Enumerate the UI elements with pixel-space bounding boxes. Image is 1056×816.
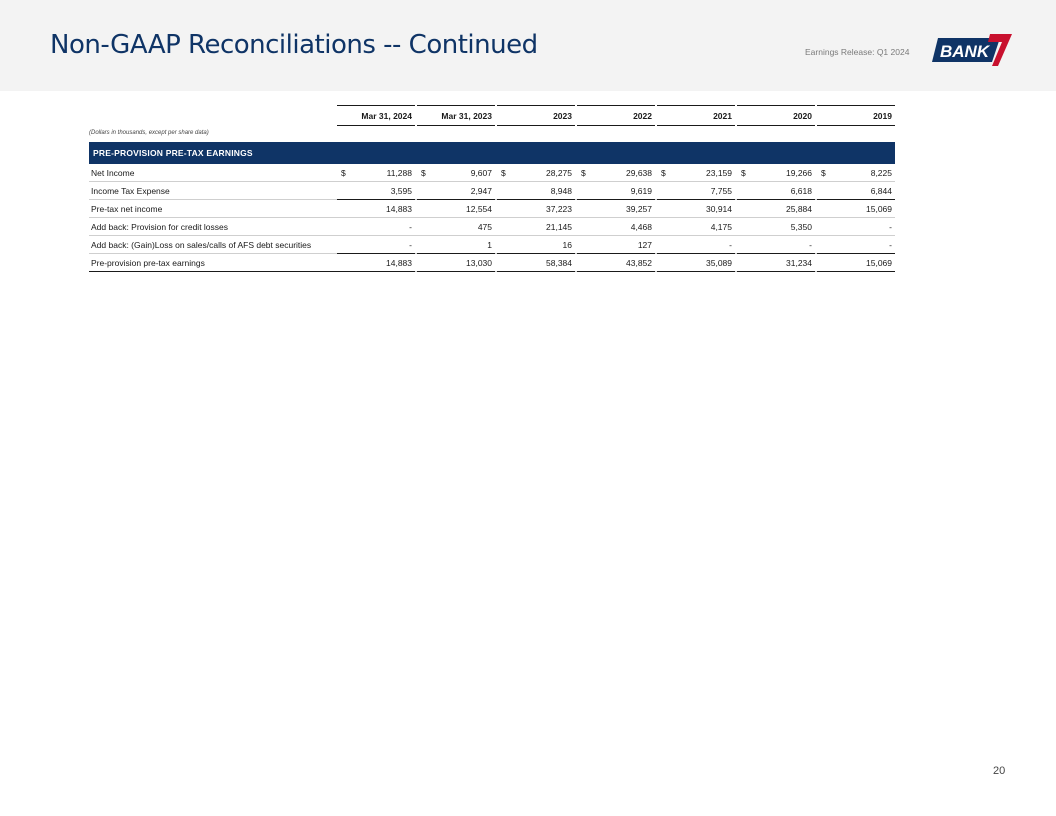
column-header: 2021 (657, 105, 735, 126)
table-cell: 4,175 (657, 218, 735, 236)
table-cell: 30,914 (657, 200, 735, 218)
table-row: Add back: (Gain)Loss on sales/calls of A… (89, 236, 895, 254)
table-cell: 5,350 (737, 218, 815, 236)
table-cell: - (337, 236, 415, 254)
table-cell: 4,468 (577, 218, 655, 236)
table-cell: 7,755 (657, 182, 735, 200)
table-cell: 6,618 (737, 182, 815, 200)
row-label: Net Income (89, 164, 337, 182)
slide-header: Non-GAAP Reconciliations -- Continued Ea… (0, 0, 1056, 91)
logo-mark: 7 (991, 43, 992, 45)
table-cell: 58,384 (497, 254, 575, 272)
table-cell: 31,234 (737, 254, 815, 272)
table-cell: 21,145 (497, 218, 575, 236)
table-row: Net Income $11,288 $9,607 $28,275 $29,63… (89, 164, 895, 182)
currency-symbol: $ (661, 167, 666, 178)
column-header: 2023 (497, 105, 575, 126)
table-cell: 9,619 (577, 182, 655, 200)
row-label: Add back: (Gain)Loss on sales/calls of A… (89, 236, 337, 254)
table-cell: $28,275 (497, 164, 575, 182)
table-cell: 1 (417, 236, 495, 254)
units-note-row: (Dollars in thousands, except per share … (89, 126, 895, 142)
table-cell: 6,844 (817, 182, 895, 200)
release-label: Earnings Release: Q1 2024 (805, 47, 910, 57)
table-row-total: Pre-provision pre-tax earnings 14,883 13… (89, 254, 895, 272)
section-title: PRE-PROVISION PRE-TAX EARNINGS (89, 142, 895, 164)
table-cell: $29,638 (577, 164, 655, 182)
table-cell: 35,089 (657, 254, 735, 272)
table-cell: 12,554 (417, 200, 495, 218)
table-cell: 3,595 (337, 182, 415, 200)
table-cell: $19,266 (737, 164, 815, 182)
table-cell: - (657, 236, 735, 254)
currency-symbol: $ (501, 167, 506, 178)
table-cell: 25,884 (737, 200, 815, 218)
table-cell: 127 (577, 236, 655, 254)
table-row: Add back: Provision for credit losses - … (89, 218, 895, 236)
page-number: 20 (993, 765, 1006, 777)
row-label: Pre-tax net income (89, 200, 337, 218)
currency-symbol: $ (581, 167, 586, 178)
row-label: Pre-provision pre-tax earnings (89, 254, 337, 272)
table-cell: - (817, 218, 895, 236)
currency-symbol: $ (741, 167, 746, 178)
table-cell: 13,030 (417, 254, 495, 272)
units-note: (Dollars in thousands, except per share … (89, 130, 209, 136)
bank7-logo: BANK 7 (932, 34, 1012, 66)
table-cell: - (337, 218, 415, 236)
table-cell: - (737, 236, 815, 254)
column-header: Mar 31, 2024 (337, 105, 415, 126)
header-blank-cell (89, 105, 337, 126)
section-header-row: PRE-PROVISION PRE-TAX EARNINGS (89, 142, 895, 164)
table-cell: 37,223 (497, 200, 575, 218)
table-cell: 39,257 (577, 200, 655, 218)
table-cell: 15,069 (817, 254, 895, 272)
row-label: Add back: Provision for credit losses (89, 218, 337, 236)
column-header: 2019 (817, 105, 895, 126)
logo-text: BANK (940, 42, 991, 61)
table-cell: 2,947 (417, 182, 495, 200)
table-cell: $9,607 (417, 164, 495, 182)
page-title: Non-GAAP Reconciliations -- Continued (50, 30, 538, 60)
table-cell: $8,225 (817, 164, 895, 182)
reconciliation-table: Mar 31, 2024 Mar 31, 2023 2023 2022 2021… (89, 105, 895, 272)
table-cell: 475 (417, 218, 495, 236)
table-cell: - (817, 236, 895, 254)
table-cell: 8,948 (497, 182, 575, 200)
column-header-row: Mar 31, 2024 Mar 31, 2023 2023 2022 2021… (89, 105, 895, 126)
currency-symbol: $ (341, 167, 346, 178)
currency-symbol: $ (421, 167, 426, 178)
table-row: Pre-tax net income 14,883 12,554 37,223 … (89, 200, 895, 218)
column-header: 2020 (737, 105, 815, 126)
table-cell: $11,288 (337, 164, 415, 182)
table-cell: 43,852 (577, 254, 655, 272)
table-cell: 14,883 (337, 254, 415, 272)
table-cell: 15,069 (817, 200, 895, 218)
table-cell: $23,159 (657, 164, 735, 182)
table-cell: 16 (497, 236, 575, 254)
column-header: Mar 31, 2023 (417, 105, 495, 126)
table-cell: 14,883 (337, 200, 415, 218)
reconciliation-table-wrap: Mar 31, 2024 Mar 31, 2023 2023 2022 2021… (89, 105, 895, 272)
table-row: Income Tax Expense 3,595 2,947 8,948 9,6… (89, 182, 895, 200)
currency-symbol: $ (821, 167, 826, 178)
row-label: Income Tax Expense (89, 182, 337, 200)
column-header: 2022 (577, 105, 655, 126)
